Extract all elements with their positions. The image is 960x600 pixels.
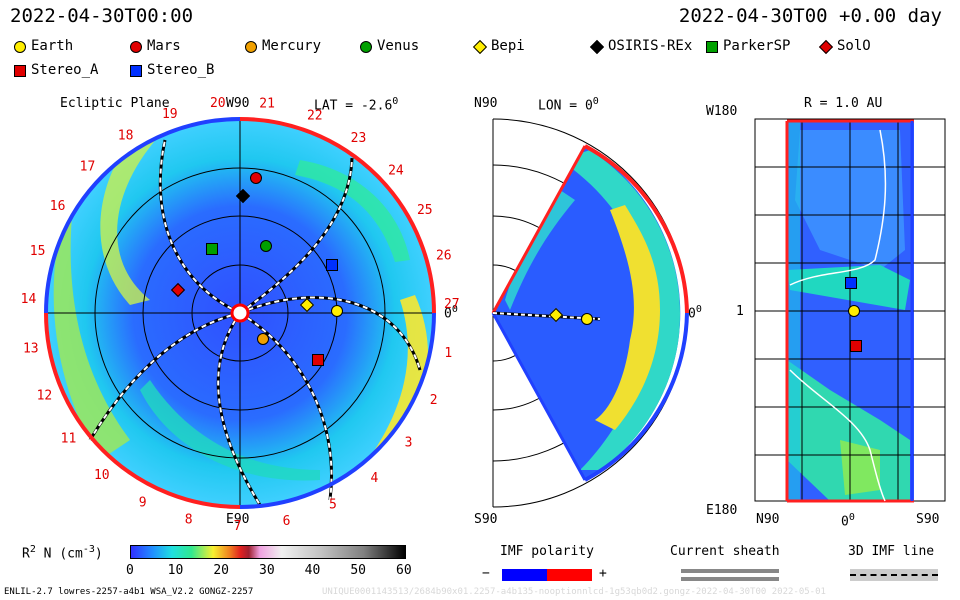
- rotation-label: 2: [430, 393, 438, 408]
- colorbar-tick-label: 0: [126, 563, 134, 578]
- rotation-label: 20: [210, 96, 226, 111]
- imf-line-swatch: [850, 569, 938, 581]
- rotation-label: 17: [80, 160, 96, 175]
- mercury-marker: [257, 333, 269, 345]
- rotation-label: 19: [162, 107, 178, 122]
- rotation-label: 16: [50, 199, 66, 214]
- rotation-label: 22: [307, 109, 323, 124]
- imf-positive-swatch: [547, 569, 592, 581]
- legend-label-bepi: Bepi: [491, 38, 525, 54]
- colorbar-tick-label: 20: [213, 563, 229, 578]
- imf-plus: +: [599, 566, 607, 581]
- legend-marker-stereo_a: [14, 65, 26, 77]
- rotation-label: 5: [329, 498, 337, 513]
- rotation-label: 7: [234, 519, 242, 534]
- legend-label-stereo_a: Stereo_A: [31, 62, 99, 78]
- rotation-label: 11: [61, 432, 77, 447]
- ecliptic-lat: LAT = -2.60: [314, 96, 399, 114]
- meridional-lon: LON = 00: [538, 96, 599, 114]
- rotation-label: 14: [21, 292, 37, 307]
- legend-marker-venus: [360, 41, 372, 53]
- imf-line-title: 3D IMF line: [848, 544, 935, 559]
- legend-marker-mars: [130, 41, 142, 53]
- stereo-b-marker: [326, 259, 338, 271]
- sphere-title: R = 1.0 AU: [804, 96, 883, 111]
- footer-model-info: ENLIL-2.7 lowres-2257-a4b1 WSA_V2.2 GONG…: [4, 587, 254, 597]
- legend-label-solo: SolO: [837, 38, 871, 54]
- colorbar-tick-label: 40: [304, 563, 321, 578]
- legend-label-stereo_b: Stereo_B: [147, 62, 215, 78]
- imf-minus: −: [482, 566, 490, 581]
- rotation-label: 27: [444, 297, 460, 312]
- sphere-bottom-label: E180: [706, 503, 738, 518]
- colorbar-label: R2 N (cm-3): [22, 544, 103, 562]
- legend-label-mercury: Mercury: [262, 38, 322, 54]
- rotation-label: 4: [370, 471, 378, 486]
- rotation-label: 3: [405, 436, 413, 451]
- footer-watermark: UNIQUE0001143513/2684b90x01.2257-a4b135-…: [322, 587, 826, 597]
- parkersp-marker: [206, 243, 218, 255]
- rotation-label: 24: [388, 163, 404, 178]
- rotation-label: 18: [118, 129, 134, 144]
- sphere-x-right: S90: [916, 512, 940, 527]
- imf-polarity-title: IMF polarity: [500, 544, 594, 559]
- sphere-x-mid: 00: [841, 512, 855, 530]
- rotation-label: 26: [436, 249, 452, 264]
- legend-marker-earth: [14, 41, 26, 53]
- rotation-label: 10: [94, 468, 110, 483]
- ecliptic-top-label: W90: [226, 96, 250, 111]
- legend-label-parkersp: ParkerSP: [723, 38, 791, 54]
- colorbar-tick-label: 60: [396, 563, 412, 578]
- rotation-label: 6: [283, 514, 291, 529]
- current-sheath-line-1: [681, 569, 779, 573]
- mars-marker: [250, 172, 262, 184]
- rotation-label: 1: [444, 346, 452, 361]
- rotation-label: 21: [259, 97, 275, 112]
- sun-marker: [230, 303, 250, 323]
- current-sheath-title: Current sheath: [670, 544, 780, 559]
- imf-negative-swatch: [502, 569, 547, 581]
- rotation-label: 9: [139, 495, 147, 510]
- sphere-left-mid: 1: [736, 304, 744, 319]
- venus-marker: [260, 240, 272, 252]
- colorbar-tick-label: 50: [350, 563, 366, 578]
- colorbar-tick-label: 10: [167, 563, 184, 578]
- legend-marker-parkersp: [706, 41, 718, 53]
- earth-marker: [331, 305, 343, 317]
- legend-label-venus: Venus: [377, 38, 420, 54]
- legend-label-osiris-rex: OSIRIS-REx: [608, 38, 693, 54]
- ecliptic-title: Ecliptic Plane: [60, 96, 170, 111]
- legend-marker-mercury: [245, 41, 257, 53]
- meridional-earth-marker: [581, 313, 593, 325]
- rotation-label: 25: [417, 203, 433, 218]
- ecliptic-bottom-label: E90: [226, 512, 250, 527]
- meridional-right-label: 00: [688, 304, 702, 322]
- sphere-top-label: W180: [706, 104, 738, 119]
- colorbar: [130, 545, 406, 559]
- ecliptic-right-label: 00: [444, 304, 458, 322]
- meridional-top-label: N90: [474, 96, 498, 111]
- colorbar-tick-label: 30: [259, 563, 275, 578]
- rotation-label: 15: [30, 244, 46, 259]
- legend-marker-stereo_b: [130, 65, 142, 77]
- rotation-label: 12: [37, 389, 53, 404]
- sphere-stereo-b-marker: [845, 277, 857, 289]
- stereo-a-marker: [312, 354, 324, 366]
- meridional-bottom-label: S90: [474, 512, 498, 527]
- sphere-stereo-a-marker: [850, 340, 862, 352]
- sphere-x-left: N90: [756, 512, 780, 527]
- rotation-label: 13: [23, 341, 39, 356]
- legend-label-mars: Mars: [147, 38, 181, 54]
- time-right: 2022-04-30T00 +0.00 day: [678, 5, 942, 27]
- legend-label-earth: Earth: [31, 38, 74, 54]
- rotation-label: 8: [185, 513, 193, 528]
- time-left: 2022-04-30T00:00: [10, 5, 194, 27]
- sphere-earth-marker: [848, 305, 860, 317]
- current-sheath-line-2: [681, 577, 779, 581]
- rotation-label: 23: [351, 131, 367, 146]
